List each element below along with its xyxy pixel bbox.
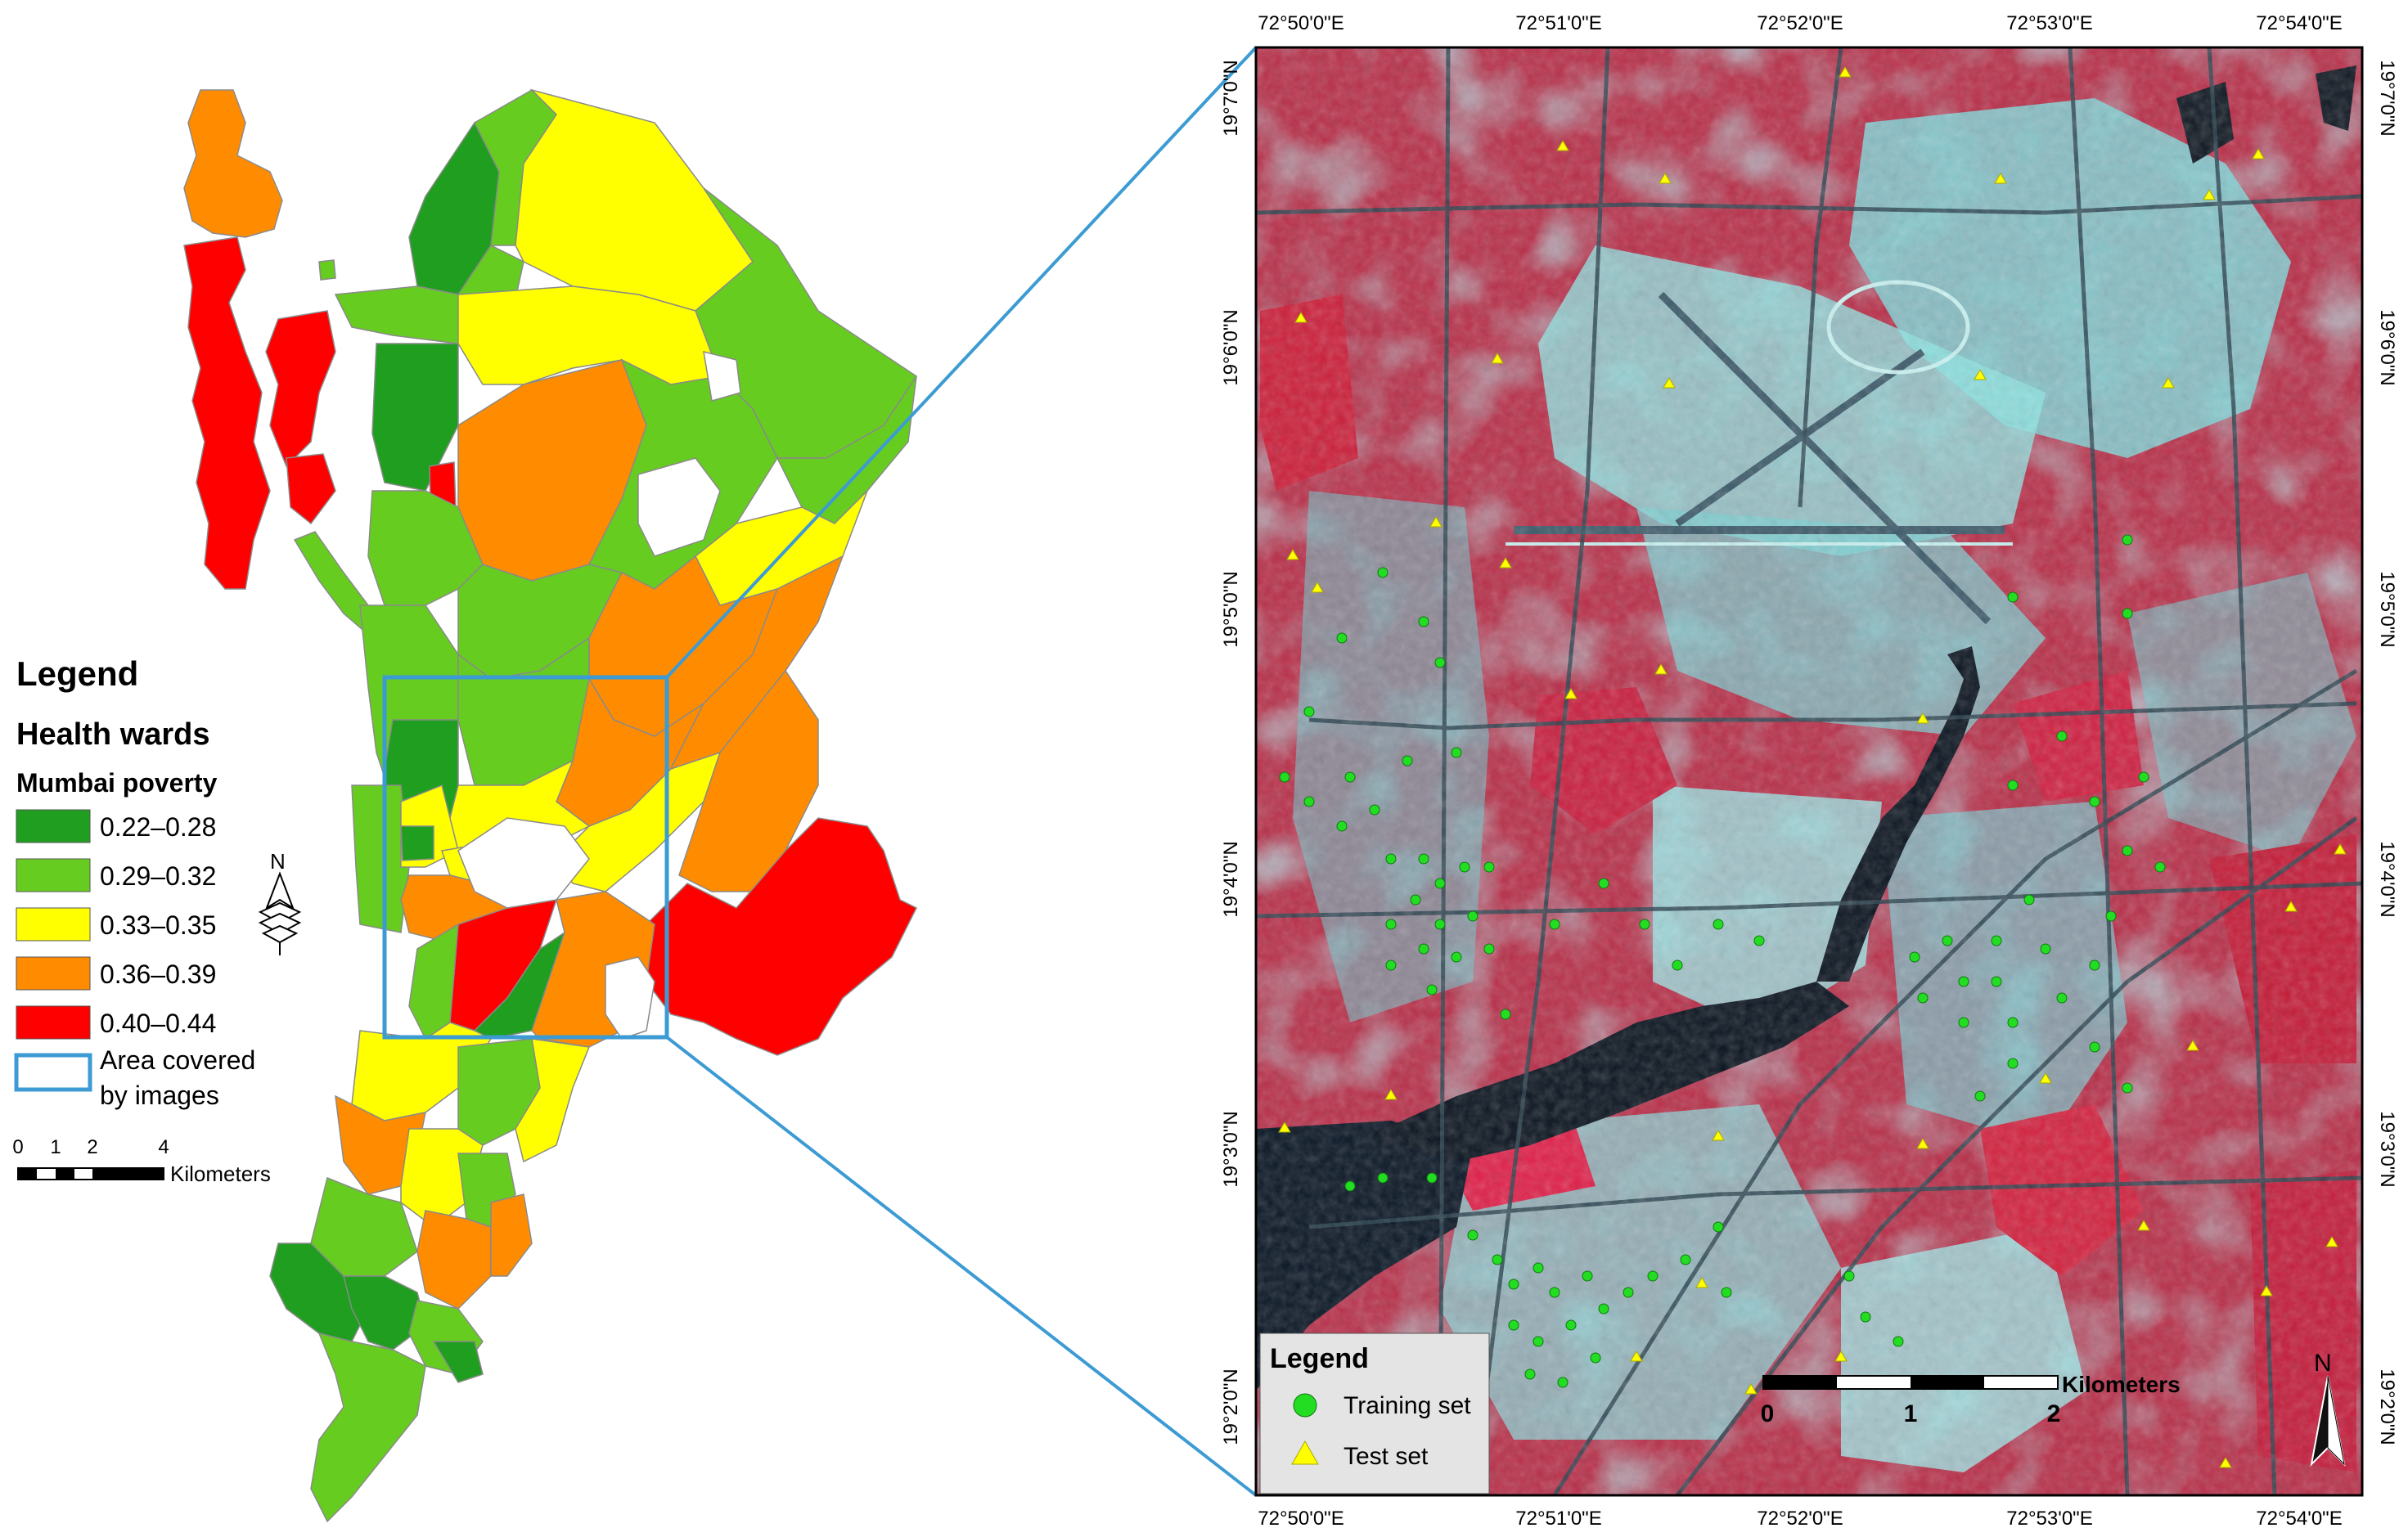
left-scalebar: 0 1 2 4 Kilometers	[12, 1136, 271, 1186]
connector-bottom	[665, 1036, 1258, 1497]
ward-south-darkgreen-3	[432, 1341, 484, 1383]
lat-right-1: 19°7'0"N	[2376, 60, 2398, 136]
legend-group: Mumbai poverty	[16, 768, 218, 798]
test-marker-icon	[1291, 1440, 1319, 1465]
training-label: Training set	[1344, 1392, 1471, 1419]
lon-bottom-3: 72°52'0"E	[1757, 1508, 1843, 1530]
lat-right-3: 19°5'0"N	[2376, 571, 2398, 647]
ward-west-4	[351, 784, 410, 933]
lon-top-1: 72°50'0"E	[1258, 12, 1344, 34]
lat-left-3: 19°5'0"N	[1220, 571, 1242, 647]
lat-right-6: 19°2'0"N	[2376, 1368, 2398, 1445]
sample-legend: Legend Training set Test set	[1259, 1333, 1490, 1494]
legend-class-2: 0.29–0.32	[16, 858, 216, 892]
lon-labels-top: 72°50'0"E 72°51'0"E 72°52'0"E 72°53'0"E …	[1258, 12, 2342, 34]
scale-tick-4: 4	[158, 1136, 169, 1158]
area-covered-box	[382, 675, 669, 1040]
lat-left-5: 19°3'0"N	[1220, 1111, 1242, 1187]
right-scalebar: 0 1 2 Kilometers	[1761, 1372, 2181, 1427]
legend-swatch-4	[16, 956, 91, 991]
lon-bottom-5: 72°54'0"E	[2256, 1508, 2342, 1530]
lon-top-4: 72°53'0"E	[2006, 12, 2092, 34]
legend-class-1: 0.22–0.28	[16, 809, 216, 843]
ward-south-orange-2	[416, 1210, 492, 1310]
inlet-2	[703, 350, 741, 402]
lat-labels-right: 19°7'0"N 19°6'0"N 19°5'0"N 19°4'0"N 19°3…	[2376, 60, 2398, 1445]
inlet-1	[637, 457, 721, 557]
legend-subtitle: Health wards	[16, 717, 210, 752]
legend-class-3: 0.33–0.35	[16, 907, 216, 942]
legend-swatch-1	[16, 809, 91, 843]
legend-swatch-2	[16, 858, 91, 892]
ward-island-north	[183, 89, 283, 238]
lat-left-6: 19°2'0"N	[1220, 1368, 1242, 1445]
north-arrow-icon: N	[258, 849, 302, 955]
legend-label-2: 0.29–0.32	[100, 861, 216, 891]
legend-swatch-3	[16, 907, 91, 942]
lon-bottom-4: 72°53'0"E	[2006, 1508, 2092, 1530]
lon-top-5: 72°54'0"E	[2256, 12, 2342, 34]
ward-southeast-red	[646, 817, 918, 1056]
lon-bottom-1: 72°50'0"E	[1258, 1508, 1344, 1530]
legend-class-5: 0.40–0.44	[16, 1005, 216, 1040]
ward-south-orange-3	[490, 1193, 533, 1277]
rscale-tick-1: 1	[1904, 1400, 1918, 1427]
legend-area-label-2: by images	[100, 1081, 219, 1110]
ward-green-tiny	[400, 825, 434, 861]
ward-island-west-3	[286, 453, 336, 525]
ward-legend: Legend Health wards Mumbai poverty 0.22–…	[14, 654, 255, 1110]
test-points	[1278, 66, 2347, 1468]
north-letter-right: N	[2314, 1350, 2332, 1377]
mumbai-ward-map	[183, 88, 918, 1523]
lon-top-2: 72°51'0"E	[1515, 12, 1601, 34]
legend-title: Legend	[16, 654, 138, 693]
rscale-tick-0: 0	[1761, 1400, 1775, 1427]
inlet-4	[605, 956, 655, 1040]
legend-label-1: 0.22–0.28	[100, 812, 216, 842]
legend-area-label-1: Area covered	[100, 1045, 255, 1075]
lat-right-2: 19°6'0"N	[2376, 309, 2398, 385]
ward-south-yellow-2	[515, 1038, 591, 1163]
legend-label-3: 0.33–0.35	[100, 910, 216, 940]
legend-class-4: 0.36–0.39	[16, 956, 216, 991]
inlet-3	[457, 817, 590, 909]
sample-legend-title: Legend	[1270, 1343, 1369, 1374]
lat-labels-left: 19°7'0"N 19°6'0"N 19°5'0"N 19°4'0"N 19°3…	[1220, 60, 1242, 1445]
scale-unit: Kilometers	[170, 1162, 271, 1186]
lon-labels-bottom: 72°50'0"E 72°51'0"E 72°52'0"E 72°53'0"E …	[1258, 1508, 2342, 1530]
scale-tick-2: 2	[87, 1136, 97, 1158]
lon-bottom-2: 72°51'0"E	[1515, 1508, 1601, 1530]
legend-label-4: 0.36–0.39	[100, 960, 216, 989]
lat-left-2: 19°6'0"N	[1220, 309, 1242, 385]
test-label: Test set	[1344, 1443, 1429, 1470]
lat-right-4: 19°4'0"N	[2376, 841, 2398, 917]
lat-left-1: 19°7'0"N	[1220, 60, 1242, 136]
rscale-unit: Kilometers	[2062, 1372, 2181, 1397]
lat-right-5: 19°3'0"N	[2376, 1111, 2398, 1187]
ward-island-west-1	[183, 236, 271, 590]
scale-tick-0: 0	[12, 1136, 23, 1158]
ward-islet	[318, 259, 336, 281]
image-frame	[1254, 46, 2364, 1497]
lat-left-4: 19°4'0"N	[1220, 841, 1242, 917]
ward-south-darkgreen-2	[343, 1275, 426, 1350]
connector-top	[665, 46, 1258, 679]
north-arrow-right-icon: N	[2310, 1350, 2346, 1467]
legend-swatch-5	[16, 1005, 91, 1040]
scale-tick-1: 1	[50, 1136, 61, 1158]
training-points	[1279, 534, 2166, 1388]
satellite-image	[1256, 47, 2362, 1495]
legend-area-swatch	[14, 1053, 92, 1092]
legend-label-5: 0.40–0.44	[100, 1009, 216, 1038]
ward-island-west-2	[265, 310, 336, 468]
north-letter: N	[270, 849, 286, 874]
ward-south-tail	[310, 1332, 426, 1523]
training-marker-icon	[1293, 1393, 1317, 1418]
rscale-tick-2: 2	[2047, 1400, 2061, 1427]
lon-top-3: 72°52'0"E	[1757, 12, 1843, 34]
